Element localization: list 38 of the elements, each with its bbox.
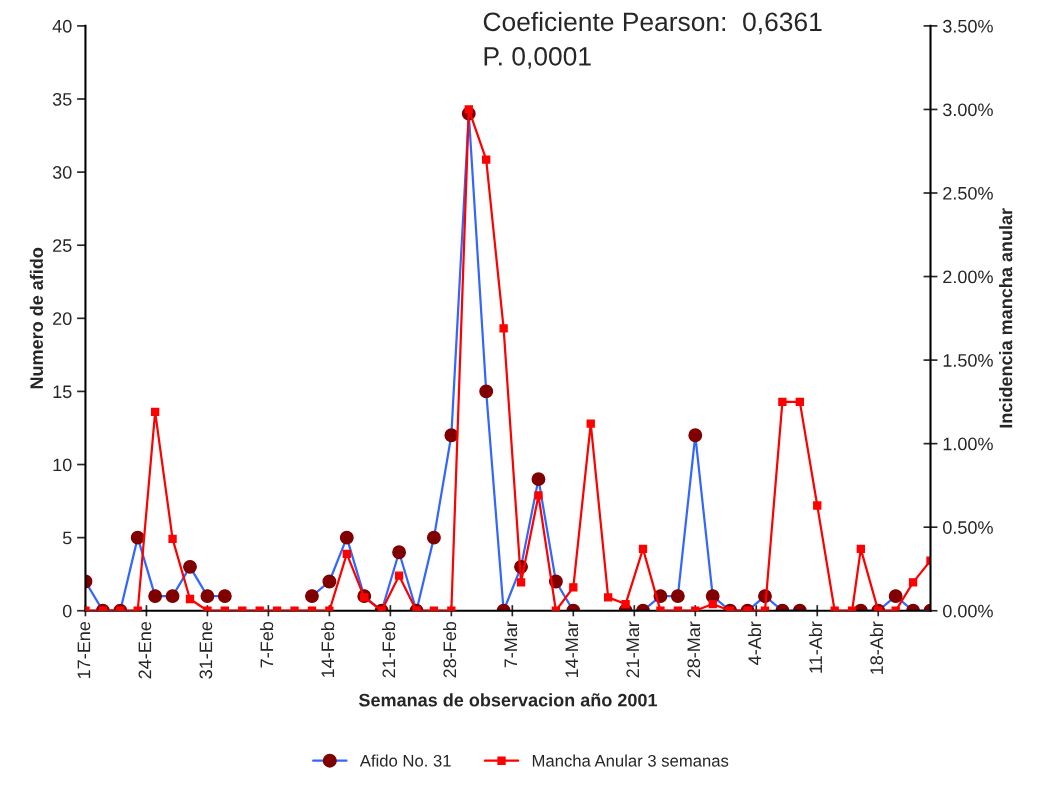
y2-tick-label: 2.00%: [943, 270, 993, 284]
y-tick-label: 20: [53, 312, 72, 326]
y-tick-label: 5: [62, 531, 72, 545]
x-tick-label: 17-Ene: [77, 621, 91, 678]
x-tick-label: 14-Feb: [320, 621, 335, 677]
y2-tick-label: 3.50%: [943, 19, 993, 33]
annotation: P. 0,0001: [484, 47, 591, 69]
y-axis-title: Numero de afido: [29, 247, 44, 389]
y-tick-label: 30: [52, 166, 72, 179]
y-tick-label: 15: [53, 385, 72, 399]
y-tick-label: 10: [53, 458, 72, 472]
x-tick-label: 18-Abr: [869, 621, 884, 674]
y2-tick-label: 3.00%: [943, 103, 993, 117]
legend-label: Afido No. 31: [359, 754, 451, 767]
y2-tick-label: 1.00%: [943, 437, 993, 451]
y-tick-label: 40: [52, 19, 72, 33]
y-tick-label: 0: [62, 604, 72, 618]
annotation: Coeficiente Pearson: 0,6361: [483, 11, 822, 35]
x-tick-label: 28-Feb: [442, 621, 457, 678]
y2-tick-label: 0.00%: [943, 604, 993, 618]
x-tick-label: 28-Mar: [687, 621, 701, 678]
x-tick-label: 31-Ene: [199, 621, 213, 679]
x-tick-label: 4-Abr: [747, 621, 762, 665]
x-tick-label: 7-Feb: [259, 621, 274, 668]
y-tick-label: 35: [52, 92, 72, 106]
x-tick-label: 11-Abr: [808, 621, 823, 673]
x-tick-label: 21-Feb: [381, 621, 396, 678]
x-tick-label: 21-Mar: [626, 621, 640, 678]
legend-label: Mancha Anular 3 semanas: [532, 754, 729, 767]
y2-tick-label: 1.50%: [943, 354, 993, 367]
x-tick-label: 7-Mar: [504, 621, 518, 668]
x-axis-title: Semanas de observacion año 2001: [358, 693, 658, 707]
y2-tick-label: 0.50%: [943, 521, 993, 534]
y-tick-label: 25: [53, 239, 72, 252]
y2-tick-label: 2.50%: [943, 186, 993, 200]
x-tick-label: 14-Mar: [565, 621, 579, 677]
x-tick-label: 24-Ene: [138, 621, 152, 679]
y2-axis-title: Incidencia mancha anular: [999, 208, 1013, 428]
